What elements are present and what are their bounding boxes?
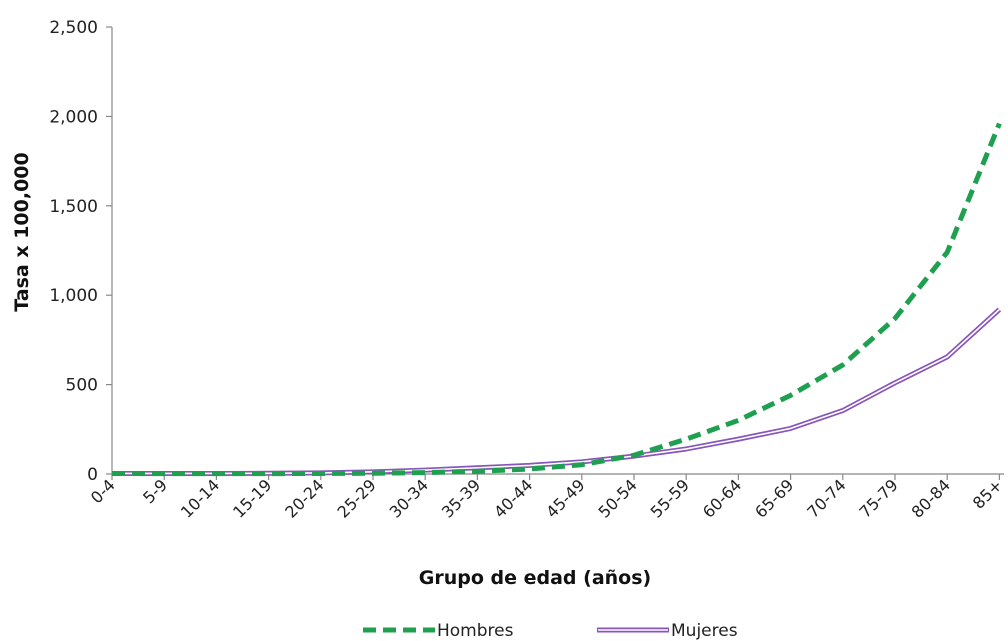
x-tick-label: 25-29 <box>334 475 380 521</box>
x-tick-label: 5-9 <box>139 475 171 507</box>
x-tick-label: 40-44 <box>490 475 536 521</box>
legend-label-mujeres: Mujeres <box>671 621 738 641</box>
legend: Hombres Mujeres <box>363 621 738 641</box>
x-tick-label: 45-49 <box>542 475 588 521</box>
x-tick-label: 35-39 <box>438 475 484 521</box>
series-line-mujeres <box>112 307 1002 476</box>
legend-label-hombres: Hombres <box>437 621 514 641</box>
series-line-mujeres-inner <box>112 308 1000 475</box>
x-tick-label: 60-64 <box>699 475 745 521</box>
x-tick-label: 15-19 <box>229 475 275 521</box>
y-tick-label: 1,000 <box>49 286 98 306</box>
x-tick-label: 55-59 <box>647 475 693 521</box>
x-axis: 0-4 5-9 10-14 15-19 20-24 25-29 30-34 35-39 40-4… <box>87 473 1006 522</box>
y-tick-label: 500 <box>66 376 98 396</box>
y-tick-label: 0 <box>87 465 98 485</box>
x-tick-label: 65-69 <box>751 475 797 521</box>
y-axis: 0 500 1,000 1,500 2,000 2,500 <box>49 18 113 485</box>
x-axis-title: Grupo de edad (años) <box>419 567 651 589</box>
x-tick-label: 30-34 <box>386 475 432 521</box>
series-layer <box>111 122 1002 477</box>
x-tick-label: 20-24 <box>281 475 327 521</box>
y-tick-label: 2,500 <box>49 18 98 38</box>
x-tick-label: 70-74 <box>803 475 849 521</box>
legend-item-mujeres: Mujeres <box>597 621 738 641</box>
x-tick-label: 85+ <box>969 475 1006 512</box>
x-tick-label: 50-54 <box>595 475 641 521</box>
y-tick-label: 2,000 <box>49 107 98 127</box>
x-tick-label: 10-14 <box>177 475 223 521</box>
legend-item-hombres: Hombres <box>363 621 514 641</box>
x-tick-label: 80-84 <box>908 475 954 521</box>
y-axis-title: Tasa x 100,000 <box>11 152 33 312</box>
y-tick-label: 1,500 <box>49 197 98 217</box>
x-tick-label: 75-79 <box>856 475 902 521</box>
series-line-hombres <box>111 122 1002 477</box>
